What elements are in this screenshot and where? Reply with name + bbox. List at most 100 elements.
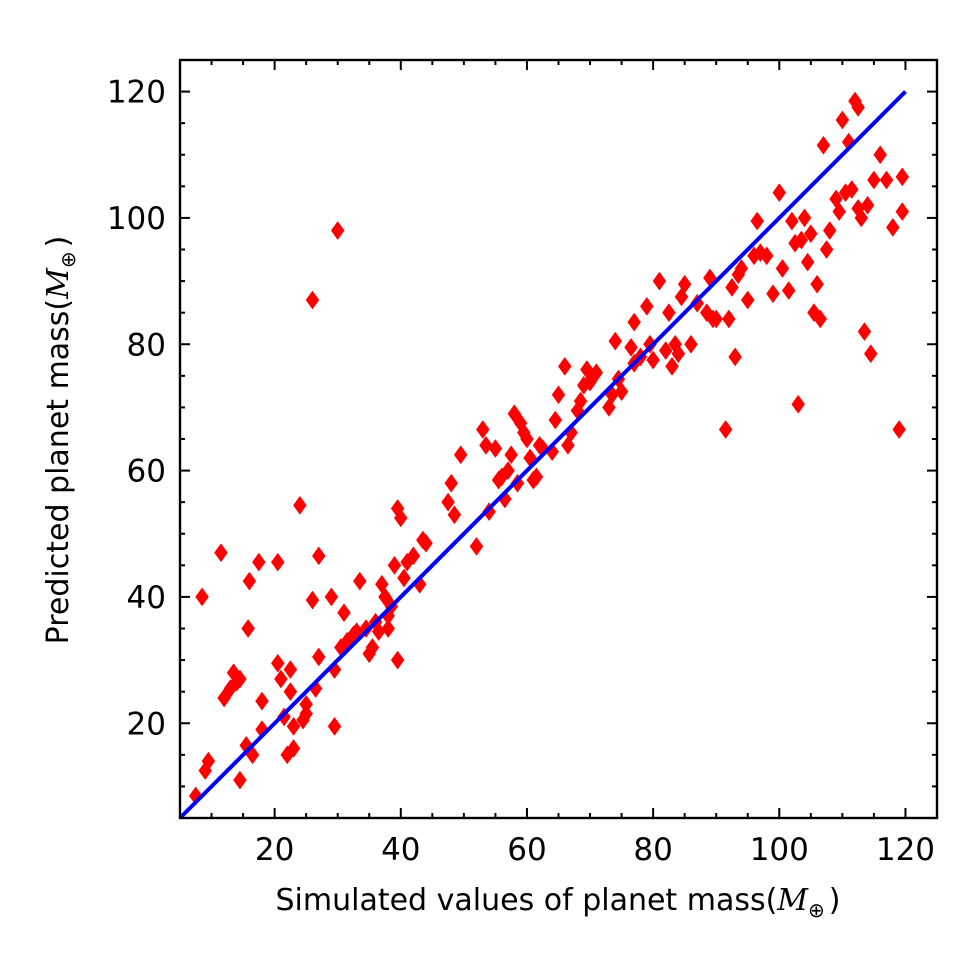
data-point: [365, 638, 380, 657]
data-point: [475, 420, 490, 439]
x-tick-label: 20: [255, 832, 294, 868]
data-point: [557, 356, 572, 376]
data-point: [718, 420, 733, 439]
data-point: [504, 445, 518, 465]
data-point: [652, 271, 667, 291]
y-tick-label: 80: [127, 327, 166, 363]
data-point: [845, 180, 859, 199]
x-tick-label: 60: [507, 832, 546, 868]
data-point: [863, 344, 878, 364]
data-point: [813, 309, 828, 329]
data-point: [640, 296, 654, 316]
data-point: [740, 290, 755, 310]
data-point: [283, 660, 298, 679]
y-axis-unit-symbol: M: [41, 267, 76, 300]
data-point: [589, 363, 604, 383]
data-point: [624, 337, 638, 357]
data-point: [766, 284, 780, 304]
data-point: [794, 230, 809, 250]
x-axis-unit-subscript: ⊕: [808, 898, 825, 922]
data-point: [444, 473, 459, 493]
data-point: [608, 331, 623, 351]
data-point: [252, 552, 266, 572]
data-point: [886, 217, 900, 237]
data-point: [214, 543, 228, 563]
data-point: [548, 410, 563, 430]
x-axis-unit-symbol: M: [776, 883, 809, 918]
data-point: [233, 770, 247, 790]
y-tick-label: 100: [107, 201, 166, 237]
y-tick-label: 60: [127, 454, 166, 490]
data-point: [299, 704, 313, 724]
data-point: [854, 208, 869, 228]
data-point: [274, 669, 288, 689]
data-point: [781, 281, 796, 300]
data-point: [791, 394, 806, 414]
data-point: [283, 682, 298, 702]
data-point: [305, 590, 320, 610]
data-point: [447, 505, 462, 525]
data-point: [677, 274, 692, 294]
data-point: [627, 312, 642, 332]
data-point: [393, 508, 408, 528]
data-point: [488, 439, 503, 458]
data-point: [671, 344, 686, 364]
data-point: [390, 650, 405, 670]
data-point: [810, 274, 824, 294]
x-tick-label: 120: [876, 832, 935, 868]
data-point: [728, 347, 742, 367]
data-point: [381, 619, 395, 638]
data-point: [397, 568, 411, 588]
data-point: [857, 322, 872, 342]
data-point: [406, 546, 421, 566]
data-point: [665, 356, 679, 376]
data-point: [873, 145, 888, 165]
data-point: [233, 669, 247, 689]
data-point: [479, 435, 493, 455]
tick-labels-layer: 20 40 60 80 100 120 20 40 60 80 100 120: [107, 75, 935, 868]
data-point: [822, 221, 837, 240]
y-tick-label: 120: [107, 75, 166, 111]
y-axis-label: Predicted planet mass(M⊕): [41, 236, 80, 645]
fit-line-layer: [178, 90, 907, 820]
data-point: [832, 202, 847, 222]
data-point: [419, 533, 433, 553]
data-point: [879, 170, 894, 190]
data-point: [352, 571, 367, 591]
points-layer: [188, 91, 910, 806]
y-tick-label: 40: [127, 580, 166, 616]
data-point: [709, 309, 724, 329]
data-point: [750, 211, 765, 231]
data-point: [201, 751, 216, 771]
data-point: [867, 170, 881, 190]
data-point: [293, 495, 307, 515]
data-point: [892, 420, 906, 439]
data-point: [520, 429, 534, 449]
data-point: [311, 546, 326, 566]
data-point: [785, 211, 799, 231]
data-point: [469, 536, 484, 556]
data-point: [327, 716, 342, 736]
x-axis-label: Simulated values of planet mass(M⊕): [276, 883, 841, 922]
data-point: [337, 603, 351, 623]
data-point: [551, 385, 566, 405]
data-point: [775, 259, 790, 278]
data-point: [722, 309, 736, 329]
data-point: [658, 341, 673, 360]
data-point: [851, 97, 865, 117]
data-point: [602, 397, 616, 417]
data-point: [819, 240, 834, 259]
data-point: [662, 303, 676, 323]
data-point: [453, 445, 468, 465]
data-point: [646, 350, 660, 370]
data-point: [286, 739, 301, 758]
data-point: [573, 391, 588, 411]
data-point: [561, 435, 575, 455]
x-tick-label: 80: [633, 832, 672, 868]
data-point: [895, 167, 910, 187]
data-point: [387, 555, 402, 575]
data-point: [684, 334, 698, 354]
data-point: [860, 195, 875, 215]
data-point: [255, 691, 269, 711]
